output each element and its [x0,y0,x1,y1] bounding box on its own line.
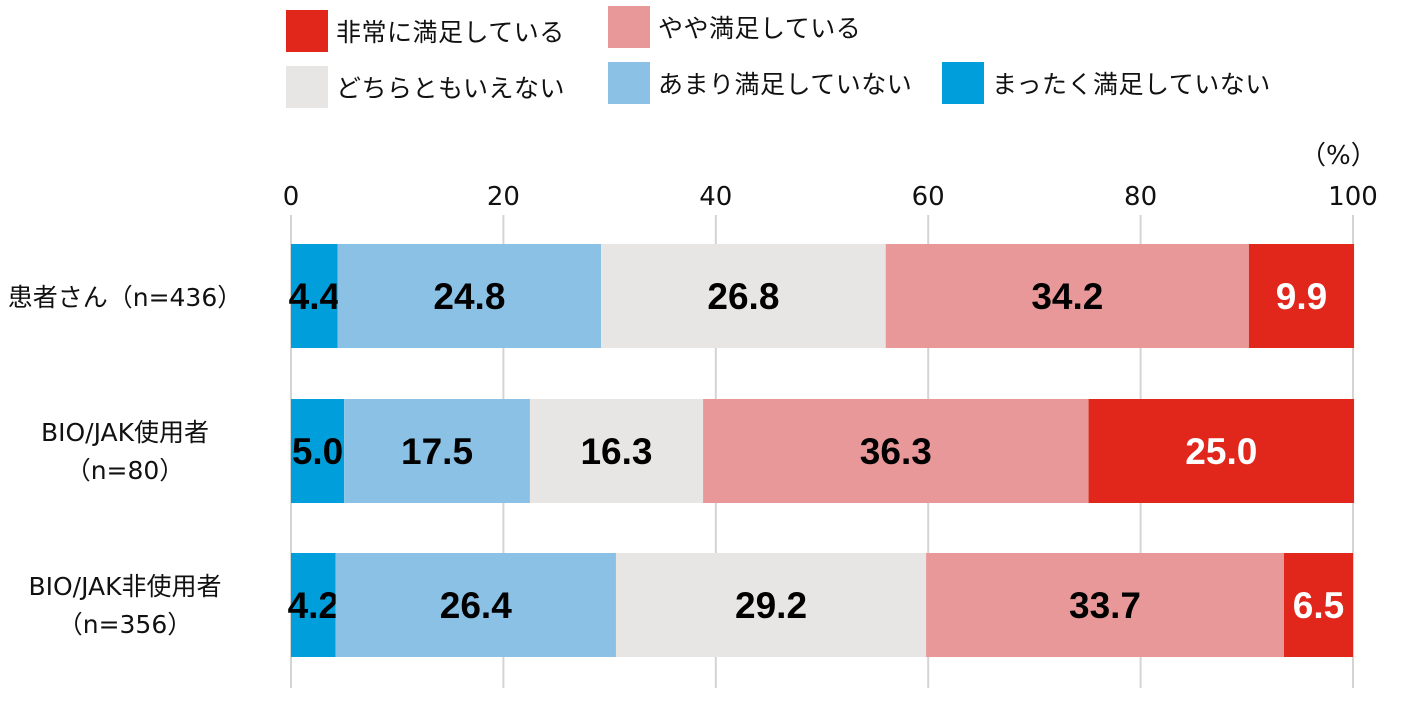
x-tick-label-60: 60 [912,182,945,212]
bar-segment-row2-series4 [703,399,1089,503]
data-label-row1-series5: 9.9 [1276,276,1327,317]
legend-label-neutral: どちらともいえない [336,74,566,103]
data-label-row1-series1: 4.4 [289,276,341,317]
legend-item-very-satisfied: 非常に満足している [286,10,565,52]
legend-swatch-very-satisfied [286,10,328,52]
data-label-row3-series2: 26.4 [440,585,512,626]
data-label-row2-series2: 17.5 [401,431,473,472]
bar-segment-row2-series2 [344,399,530,503]
data-label-row3-series4: 33.7 [1069,585,1141,626]
bar-segment-row3-series3 [615,553,927,657]
bar-segment-row3-series1 [291,553,336,657]
legend-item-not-very-satisfied: あまり満足していない [608,62,912,104]
legend-label-somewhat-satisfied: やや満足している [658,14,862,43]
bar-segment-row1-series5 [1248,244,1355,348]
legend-item-neutral: どちらともいえない [286,66,565,108]
legend-swatch-not-at-all-satisfied [942,62,984,104]
bar-segment-row2-series3 [529,399,704,503]
bar-segment-row2-series5 [1088,399,1355,503]
x-tick-label-80: 80 [1124,182,1157,212]
category-label-row3-line2: （n=356） [58,610,193,639]
category-label-row1: 患者さん（n=436） [8,283,243,312]
bar-segment-row1-series1 [291,244,338,348]
bar-segment-row1-series2 [337,244,602,348]
bar-segment-row3-series2 [335,553,616,657]
data-label-row3-series5: 6.5 [1293,585,1344,626]
annotation-asterisk: * [1265,420,1279,450]
legend-swatch-not-very-satisfied [608,62,650,104]
data-label-row2-series4: 36.3 [860,431,932,472]
bar-segment-row1-series3 [601,244,886,348]
legend-swatch-neutral [286,66,328,108]
data-label-row3-series3: 29.2 [735,585,807,626]
legend-label-not-at-all-satisfied: まったく満足していない [992,70,1271,99]
category-label-row2-line2: （n=80） [66,456,185,485]
data-label-row2-series3: 16.3 [580,431,652,472]
bar-segment-row3-series4 [926,553,1284,657]
legend-label-not-very-satisfied: あまり満足していない [658,70,913,99]
x-tick-label-0: 0 [283,182,300,212]
data-label-row3-series1: 4.2 [288,585,339,626]
legend-item-somewhat-satisfied: やや満足している [608,6,861,48]
bar-segment-row2-series1 [291,399,345,503]
x-tick-label-100: 100 [1328,182,1378,212]
data-label-row2-series5: 25.0 [1185,431,1257,472]
data-label-row1-series4: 34.2 [1031,276,1103,317]
legend-item-not-at-all-satisfied: まったく満足していない [942,62,1271,104]
legend-label-very-satisfied: 非常に満足している [336,18,565,47]
data-label-row2-series1: 5.0 [292,431,343,472]
x-tick-label-20: 20 [487,182,520,212]
bar-segment-row1-series4 [885,244,1249,348]
x-tick-label-40: 40 [699,182,732,212]
category-label-row2-line1: BIO/JAK使用者 [41,418,209,447]
bar-segment-row3-series5 [1283,553,1353,657]
data-label-row1-series2: 24.8 [433,276,505,317]
unit-label: （%） [1300,141,1377,171]
legend-swatch-somewhat-satisfied [608,6,650,48]
data-label-row1-series3: 26.8 [707,276,779,317]
category-label-row3-line1: BIO/JAK非使用者 [28,572,221,601]
